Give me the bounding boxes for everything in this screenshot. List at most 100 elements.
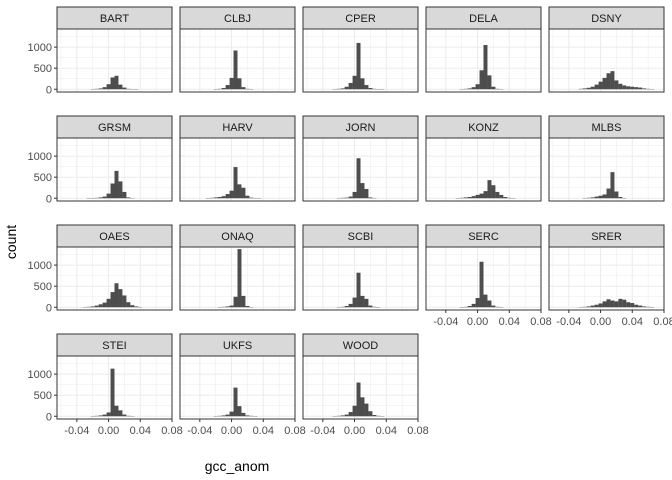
x-tick-label: 0.00 bbox=[344, 425, 365, 437]
y-axis: 0 500 1000 bbox=[28, 42, 57, 96]
facet-panel-dela: DELA bbox=[425, 6, 542, 93]
grid-lines bbox=[549, 138, 664, 201]
histogram-bar bbox=[118, 181, 123, 199]
histogram-bar bbox=[118, 84, 123, 90]
histogram-bar bbox=[626, 86, 631, 90]
facet-panel-mlbs: MLBS bbox=[548, 115, 665, 202]
histogram-bar bbox=[126, 302, 131, 308]
panel-border bbox=[425, 246, 542, 311]
histogram-bar bbox=[237, 184, 242, 199]
histogram-bar bbox=[368, 197, 373, 199]
facet-panel-stei: STEI 0 500 1000 -0.04 0.00 0.04 0.08 bbox=[28, 333, 183, 437]
histogram-bar bbox=[229, 305, 234, 308]
facet-strip-label: BART bbox=[100, 13, 129, 25]
facet-strip-label: DELA bbox=[469, 13, 498, 25]
panel-border bbox=[548, 137, 665, 202]
histogram-bar bbox=[241, 87, 246, 90]
histogram-bar bbox=[598, 195, 603, 199]
histogram-bar bbox=[348, 303, 353, 308]
facet-strip-label: UKFS bbox=[223, 340, 252, 352]
facet-strip-label: SCBI bbox=[348, 231, 374, 243]
histogram-bar bbox=[483, 45, 488, 90]
histogram-bars bbox=[459, 261, 504, 308]
histogram-bars bbox=[82, 283, 143, 308]
histogram-bar bbox=[352, 191, 357, 199]
panel-border bbox=[179, 137, 296, 202]
histogram-bar bbox=[368, 305, 373, 308]
panel-border bbox=[302, 28, 419, 93]
x-tick-label: 0.08 bbox=[407, 425, 428, 437]
histogram-bar bbox=[594, 304, 599, 308]
facet-strip-label: DSNY bbox=[591, 13, 622, 25]
histogram-bars bbox=[332, 382, 385, 417]
grid-lines bbox=[57, 138, 172, 201]
histogram-bar bbox=[340, 88, 345, 90]
histogram-bar bbox=[610, 300, 615, 308]
x-axis: -0.04 0.00 0.04 0.08 bbox=[187, 419, 306, 437]
x-tick-label: -0.04 bbox=[433, 316, 458, 328]
histogram-bar bbox=[602, 77, 607, 90]
grid-lines bbox=[180, 138, 295, 201]
histogram-bar bbox=[479, 261, 484, 308]
x-tick-label: 0.08 bbox=[530, 316, 551, 328]
histogram-bar bbox=[106, 412, 111, 417]
facet-strip-label: HARV bbox=[222, 122, 253, 134]
histogram-bar bbox=[344, 197, 349, 199]
histogram-bar bbox=[360, 183, 365, 199]
histogram-bar bbox=[630, 86, 635, 90]
panel-border bbox=[425, 137, 542, 202]
y-tick-label: 1000 bbox=[28, 369, 52, 381]
histogram-bar bbox=[237, 406, 242, 417]
x-tick-label: 0.00 bbox=[590, 316, 611, 328]
histogram-bar bbox=[114, 405, 119, 417]
facet-panel-grsm: GRSM 0 500 1000 bbox=[28, 115, 173, 205]
histogram-bar bbox=[475, 194, 480, 199]
histogram-bar bbox=[245, 195, 250, 199]
histogram-bar bbox=[114, 170, 119, 199]
histogram-bar bbox=[618, 298, 623, 308]
histogram-bar bbox=[364, 85, 369, 90]
facet-strip-label: STEI bbox=[102, 340, 126, 352]
y-tick-label: 0 bbox=[46, 84, 52, 96]
x-tick-label: 0.00 bbox=[467, 316, 488, 328]
histogram-bar bbox=[110, 183, 115, 199]
histogram-bar bbox=[241, 295, 246, 308]
x-tick-label: 0.04 bbox=[622, 316, 643, 328]
panel-border bbox=[548, 28, 665, 93]
x-axis: -0.04 0.00 0.04 0.08 bbox=[64, 419, 183, 437]
histogram-bar bbox=[94, 305, 99, 308]
histogram-bar bbox=[348, 196, 353, 199]
facet-strip-label: SRER bbox=[591, 231, 622, 243]
histogram-bar bbox=[344, 414, 349, 417]
histogram-bar bbox=[102, 196, 107, 199]
histogram-bar bbox=[610, 71, 615, 90]
x-tick-label: -0.04 bbox=[64, 425, 89, 437]
facet-strip-label: CPER bbox=[345, 13, 376, 25]
histogram-bar bbox=[118, 289, 123, 308]
facet-strip-label: SERC bbox=[468, 231, 499, 243]
x-tick-label: 0.00 bbox=[221, 425, 242, 437]
facet-panel-oaes: OAES 0 500 1000 bbox=[28, 224, 173, 314]
histogram-bar bbox=[233, 50, 238, 90]
facet-strip-label: KONZ bbox=[468, 122, 499, 134]
facet-strip-label: WOOD bbox=[343, 340, 378, 352]
facet-panel-harv: HARV bbox=[179, 115, 296, 202]
histogram-bar bbox=[471, 196, 476, 199]
histogram-bars bbox=[213, 50, 254, 90]
histogram-bar bbox=[364, 298, 369, 308]
facet-strip-label: JORN bbox=[346, 122, 376, 134]
y-tick-label: 1000 bbox=[28, 151, 52, 163]
histogram-bars bbox=[336, 272, 381, 308]
histogram-bar bbox=[487, 75, 492, 90]
histogram-bar bbox=[102, 414, 107, 417]
histogram-bar bbox=[618, 196, 623, 199]
grid-lines bbox=[426, 138, 541, 201]
histogram-bar bbox=[491, 86, 496, 90]
facet-strip-label: OAES bbox=[99, 231, 130, 243]
histogram-bars bbox=[578, 298, 655, 308]
histogram-bars bbox=[455, 180, 516, 199]
histogram-bar bbox=[213, 197, 218, 199]
histogram-bar bbox=[237, 78, 242, 90]
facet-panel-scbi: SCBI bbox=[302, 224, 419, 311]
